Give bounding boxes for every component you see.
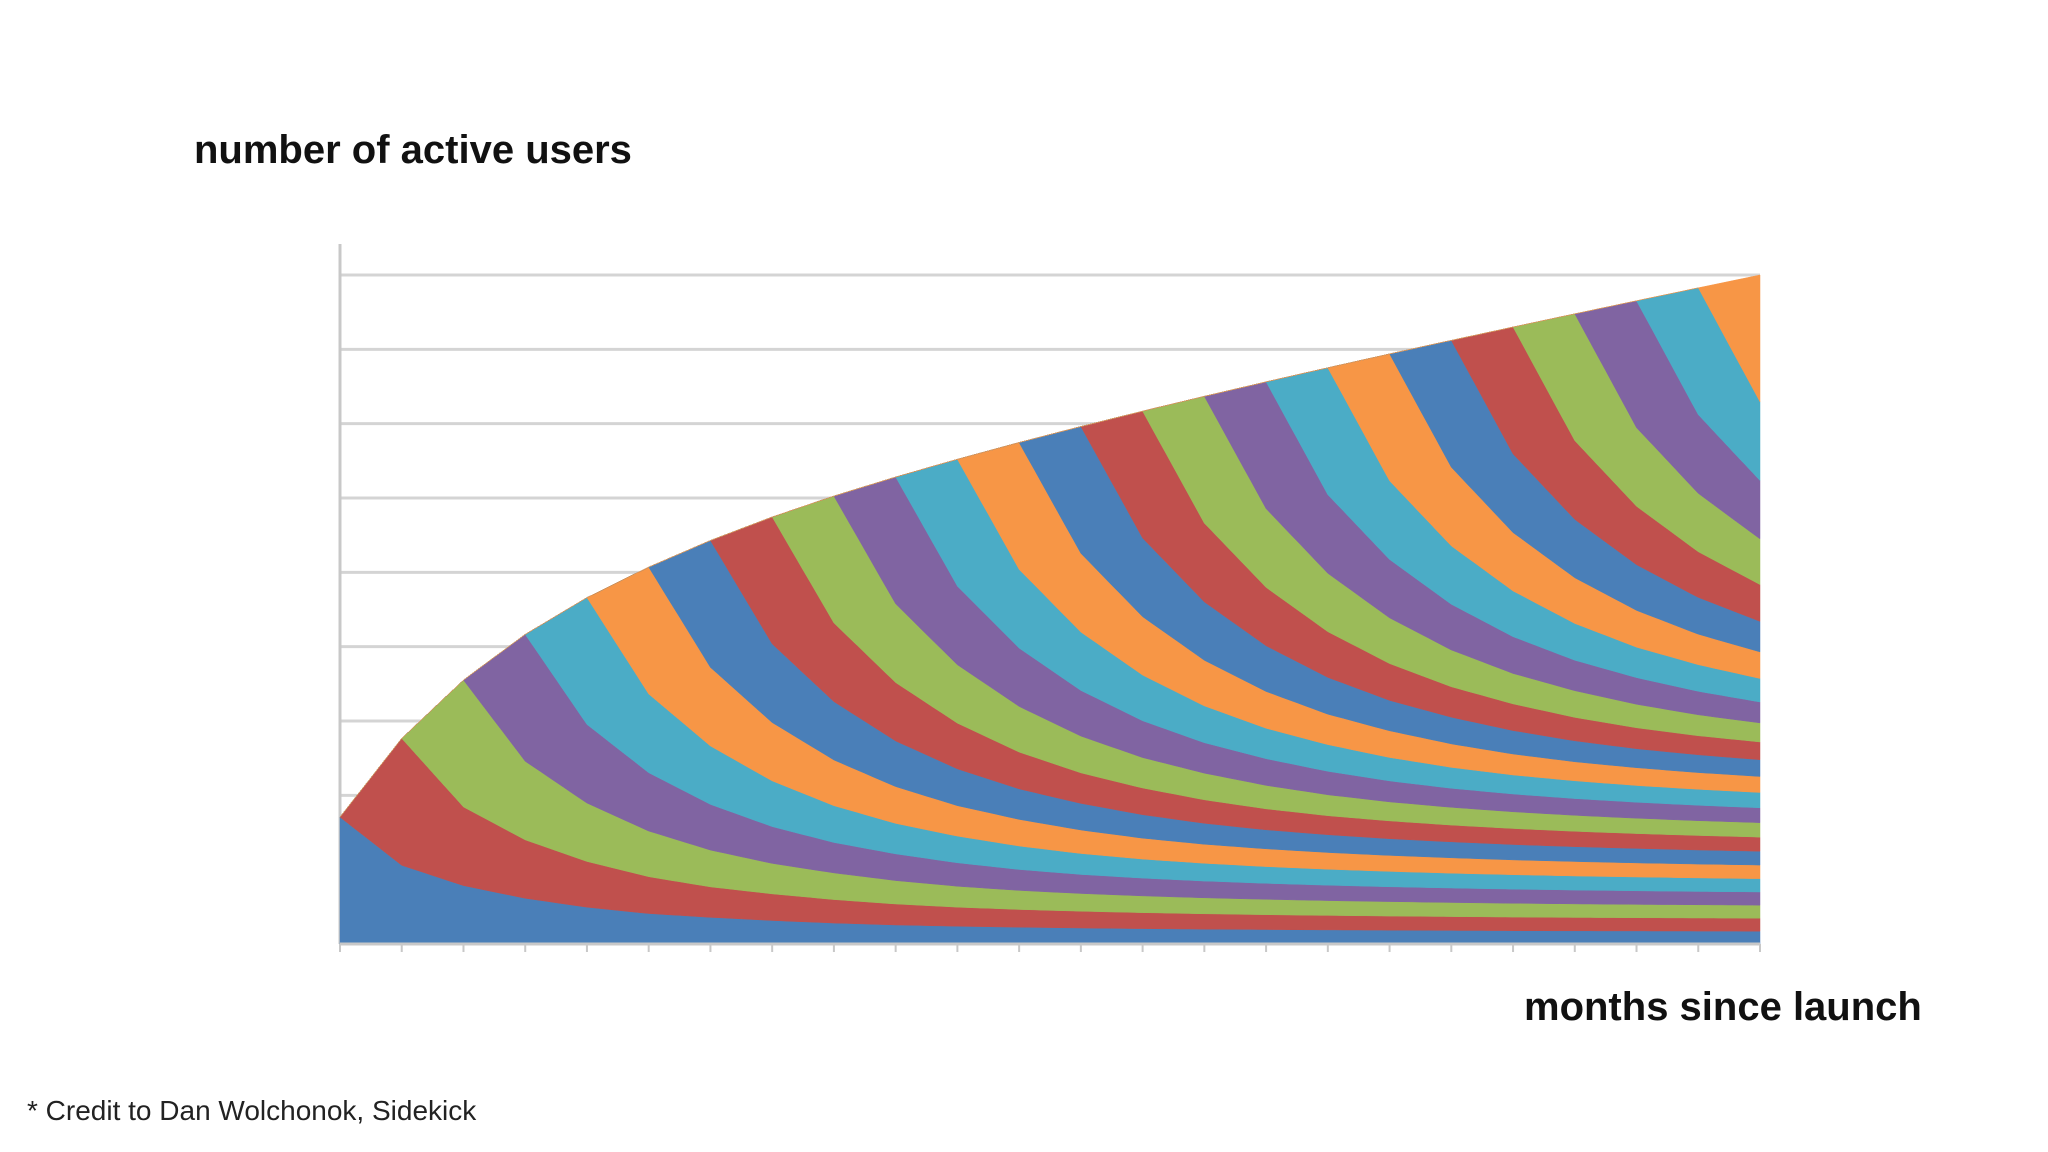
x-axis-label: months since launch [1524,985,1922,1029]
cohort-layer-24 [339,274,1761,818]
credit-note: * Credit to Dan Wolchonok, Sidekick [27,1095,477,1126]
y-axis-label: number of active users [194,128,632,172]
